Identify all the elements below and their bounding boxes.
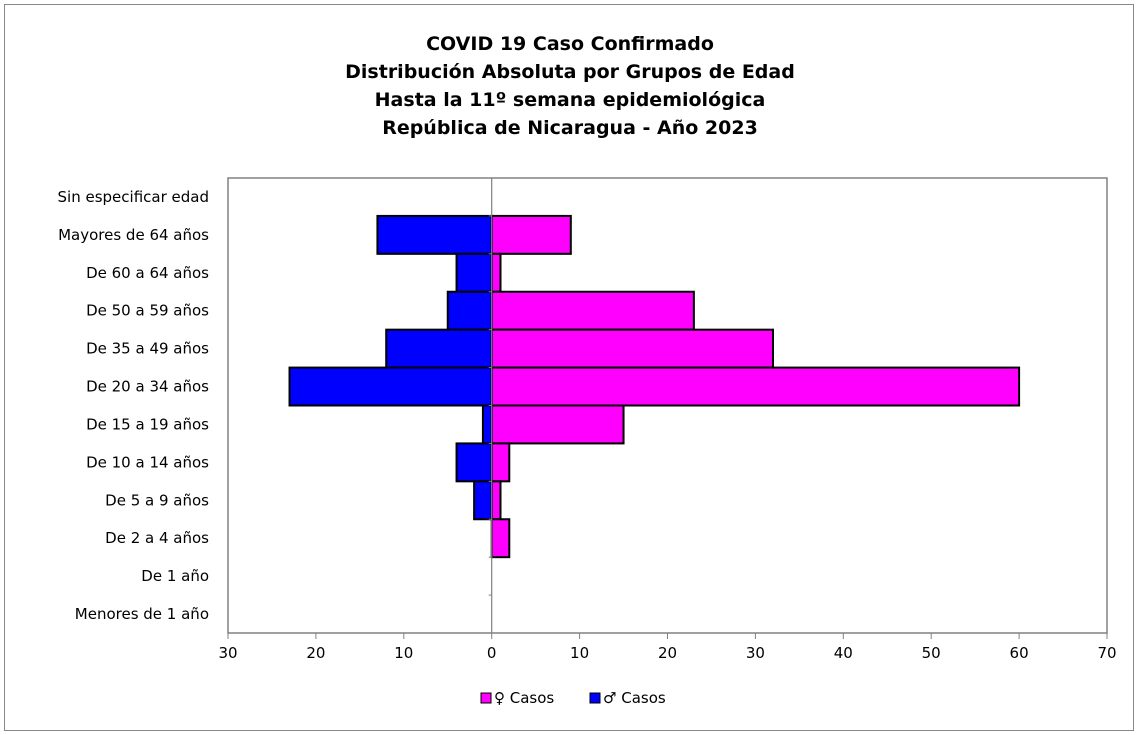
female-bar — [490, 328, 774, 369]
chart-title: COVID 19 Caso Confirmado Distribución Ab… — [0, 30, 1140, 142]
category-label: Mayores de 64 años — [58, 226, 209, 244]
x-tick-label: 0 — [487, 644, 497, 662]
legend: ♀ Casos ♂ Casos — [480, 689, 666, 707]
category-label: De 10 a 14 años — [86, 453, 209, 471]
male-bar — [385, 328, 493, 369]
category-label: De 5 a 9 años — [105, 491, 209, 509]
category-label: Menores de 1 año — [75, 605, 209, 623]
male-bar — [446, 290, 493, 331]
x-tick-label: 50 — [922, 644, 941, 662]
x-tick-label: 10 — [570, 644, 589, 662]
legend-swatch — [480, 692, 492, 704]
x-tick-label: 30 — [218, 644, 237, 662]
category-label: De 60 a 64 años — [86, 264, 209, 282]
x-tick-label: 30 — [746, 644, 765, 662]
female-bar — [490, 290, 695, 331]
female-bar — [490, 480, 502, 521]
category-label: De 35 a 49 años — [86, 340, 209, 358]
x-tick-label: 70 — [1097, 644, 1116, 662]
category-label: De 15 a 19 años — [86, 415, 209, 433]
category-label: De 2 a 4 años — [105, 529, 209, 547]
x-tick-label: 10 — [394, 644, 413, 662]
category-label: De 1 año — [141, 567, 209, 585]
x-tick-label: 60 — [1010, 644, 1029, 662]
x-tick-label: 20 — [658, 644, 677, 662]
title-line-1: COVID 19 Caso Confirmado — [426, 33, 714, 55]
female-bar — [490, 518, 511, 559]
category-label: De 50 a 59 años — [86, 302, 209, 320]
x-axis: 30 20 10 0 10 20 30 40 50 60 70 — [218, 178, 1117, 662]
legend-swatch — [589, 692, 601, 704]
bars-group — [288, 214, 1021, 559]
female-bar — [490, 366, 1021, 407]
female-bar — [490, 214, 572, 255]
category-label: De 20 a 34 años — [86, 378, 209, 396]
male-bar — [473, 480, 493, 521]
category-labels: Sin especificar edad Mayores de 64 años De… — [58, 188, 210, 623]
female-bar — [490, 442, 511, 483]
category-label: Sin especificar edad — [58, 188, 209, 206]
x-tick-label: 40 — [834, 644, 853, 662]
legend-label: ♂ Casos — [603, 689, 666, 707]
title-line-3: Hasta la 11º semana epidemiológica — [374, 89, 766, 111]
female-bar — [490, 252, 502, 293]
title-line-4: República de Nicaragua - Año 2023 — [382, 117, 758, 139]
female-bar — [490, 404, 625, 445]
male-bar — [455, 252, 493, 293]
male-bar — [288, 366, 493, 407]
x-tick-label: 20 — [306, 644, 325, 662]
male-bar — [455, 442, 493, 483]
male-bar — [376, 214, 493, 255]
male-bar — [481, 404, 493, 445]
legend-label: ♀ Casos — [494, 689, 554, 707]
title-line-2: Distribución Absoluta por Grupos de Edad — [345, 61, 795, 83]
